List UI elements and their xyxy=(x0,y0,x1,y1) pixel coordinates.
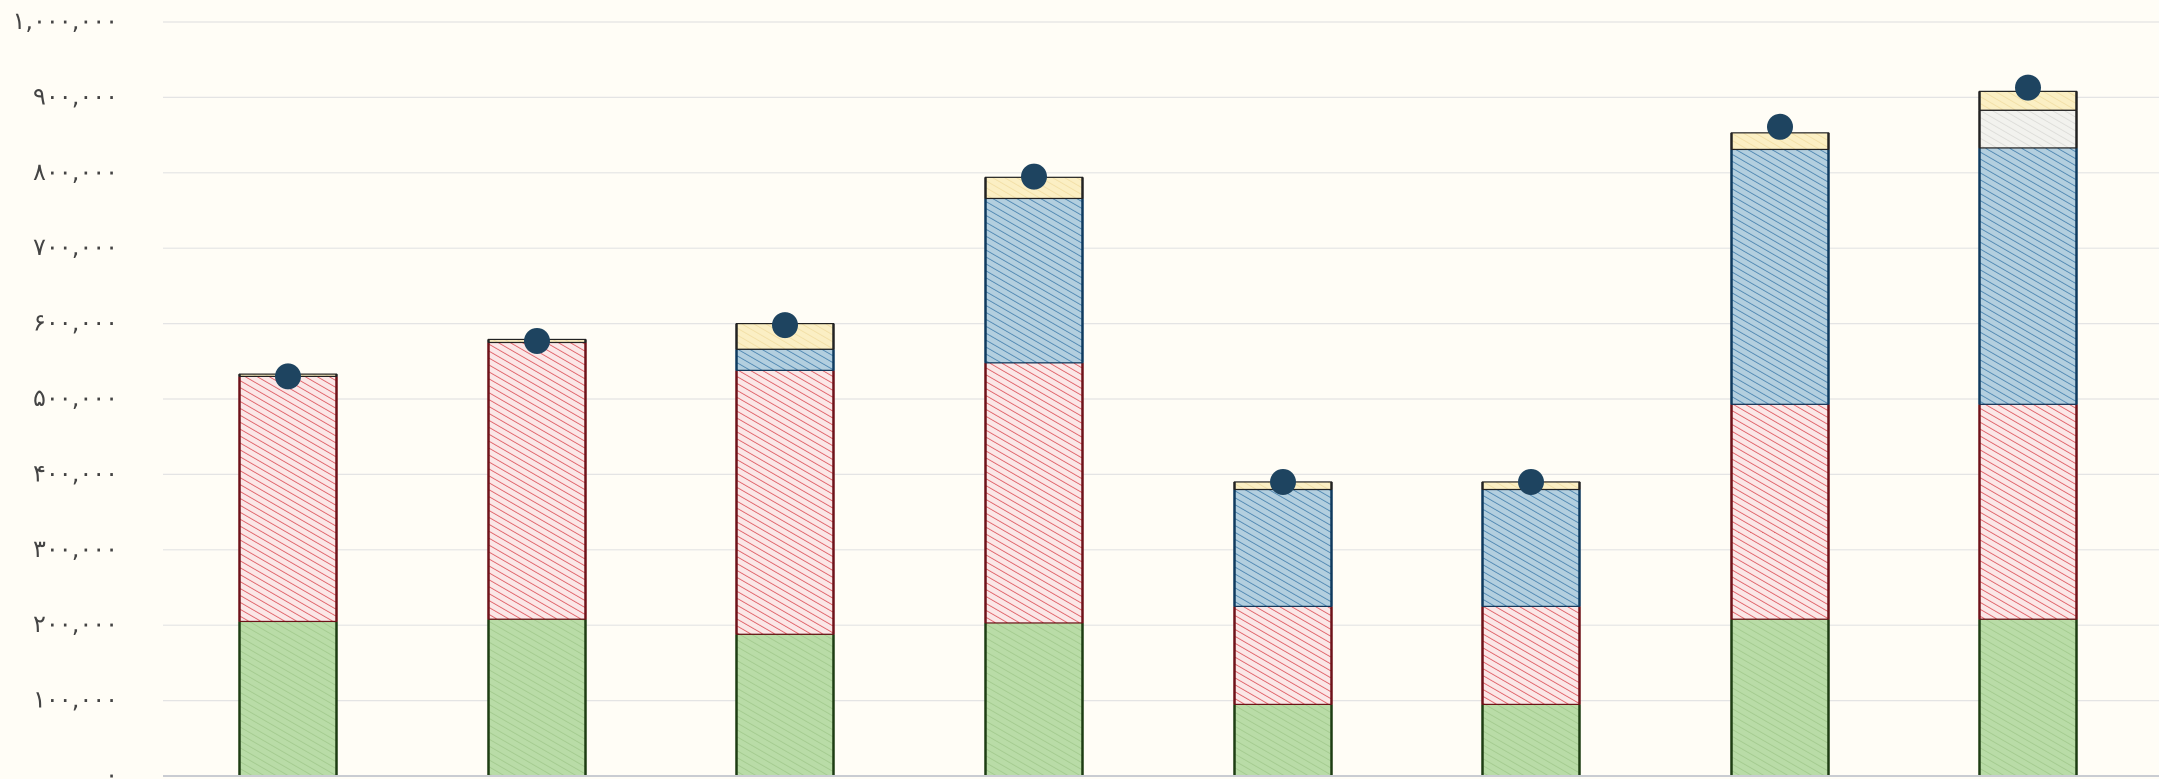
bar-segment xyxy=(1233,488,1333,607)
y-tick-label: ۱,۰۰۰,۰۰۰ xyxy=(13,7,119,35)
bar-segment xyxy=(1730,618,1830,777)
total-marker xyxy=(524,327,550,354)
bar-stacks xyxy=(238,90,2078,777)
bar-stack xyxy=(735,323,835,777)
bar-segment xyxy=(1978,403,2078,620)
bar-segment xyxy=(1481,488,1581,607)
bar-segment xyxy=(984,197,1084,364)
bar-segment xyxy=(487,618,587,777)
y-tick-label: ۲۰۰,۰۰۰ xyxy=(33,610,118,638)
bar-segment xyxy=(1233,703,1333,777)
bar-segment xyxy=(1730,403,1830,620)
total-marker xyxy=(1767,113,1793,140)
y-tick-label: ۵۰۰,۰۰۰ xyxy=(33,384,118,412)
y-tick-label: ۸۰۰,۰۰۰ xyxy=(33,158,118,186)
bar-segment xyxy=(1978,147,2078,405)
total-marker xyxy=(275,363,301,390)
total-marker xyxy=(2015,74,2041,101)
bar-segment xyxy=(735,633,835,777)
bar-stack xyxy=(1481,481,1581,777)
bar-stack xyxy=(238,373,338,777)
y-tick-label: ۷۰۰,۰۰۰ xyxy=(33,233,118,261)
y-tick-label: ۱۰۰,۰۰۰ xyxy=(33,686,118,714)
total-marker xyxy=(1021,163,1047,190)
bar-stack xyxy=(1730,132,1830,777)
total-marker xyxy=(1518,468,1544,495)
bar-segment xyxy=(1730,148,1830,405)
y-tick-label: ۳۰۰,۰۰۰ xyxy=(33,535,118,563)
y-tick-label: ۶۰۰,۰۰۰ xyxy=(33,309,118,337)
bar-stack xyxy=(487,338,587,777)
bar-stack xyxy=(1978,90,2078,777)
bar-segment xyxy=(1978,109,2078,149)
bar-segment xyxy=(1481,605,1581,705)
bar-segment xyxy=(238,620,338,777)
y-axis: ۰ ۱۰۰,۰۰۰ ۲۰۰,۰۰۰ ۳۰۰,۰۰۰ ۴۰۰,۰۰۰ ۵۰۰,۰۰۰ ۶۰۰,… xyxy=(13,7,119,779)
bar-segment xyxy=(984,622,1084,777)
bar-segment xyxy=(238,375,338,623)
bar-segment xyxy=(1233,605,1333,705)
bar-segment xyxy=(487,341,587,620)
y-tick-label: ۹۰۰,۰۰۰ xyxy=(33,82,118,110)
bar-segment xyxy=(735,369,835,635)
y-tick-label: ۴۰۰,۰۰۰ xyxy=(33,459,118,487)
total-marker xyxy=(1270,468,1296,495)
y-tick-label: ۰ xyxy=(105,761,118,779)
total-marker xyxy=(772,312,798,339)
bar-segment xyxy=(984,362,1084,624)
bar-segment xyxy=(1481,703,1581,777)
bar-stack xyxy=(984,176,1084,777)
total-markers xyxy=(275,74,2041,495)
bar-segment xyxy=(1978,618,2078,777)
bar-stack xyxy=(1233,481,1333,777)
bar-segment xyxy=(735,348,835,371)
